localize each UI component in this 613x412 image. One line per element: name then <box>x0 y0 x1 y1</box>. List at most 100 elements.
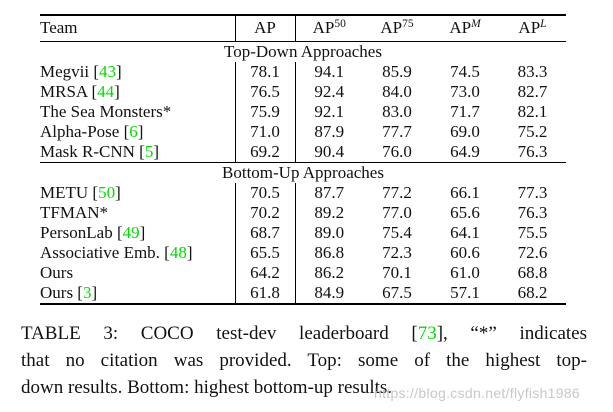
metric-cell: 76.3 <box>517 202 548 222</box>
metric-cell: 76.3 <box>517 141 548 161</box>
team-cell: Ours <box>40 262 74 282</box>
metric-cell: 84.9 <box>314 282 345 302</box>
metric-cell: 70.5 <box>234 182 296 203</box>
caption-line-2: that no citation was provided. Top: some… <box>21 350 587 371</box>
metric-cell: 64.2 <box>234 262 296 283</box>
team-cell: METU [50] <box>40 182 121 202</box>
caption-line-3: down results. Bottom: highest bottom-up … <box>21 377 393 398</box>
metric-cell: 64.1 <box>450 222 480 242</box>
metric-cell: 61.0 <box>450 262 480 282</box>
col-header-superscript: M <box>471 18 481 31</box>
team-cell: Megvii [43] <box>40 61 122 81</box>
caption-text-post: ], “*” indicates <box>436 323 587 344</box>
table-row: Megvii [43] 78.1 94.1 85.9 74.5 83.3 <box>40 61 566 82</box>
metric-cell: 92.4 <box>314 81 345 101</box>
team-cell: Alpha-Pose [6] <box>40 121 144 141</box>
table-row: MRSA [44] 76.5 92.4 84.0 73.0 82.7 <box>40 81 566 102</box>
citation-number: 44 <box>97 81 115 101</box>
metric-cell: 65.6 <box>450 202 480 222</box>
citation-number: 49 <box>122 222 140 242</box>
metric-cell: 73.0 <box>450 81 480 101</box>
citation-number: 6 <box>129 121 138 141</box>
metric-cell: 74.5 <box>450 61 480 81</box>
metric-cell: 77.3 <box>517 182 548 202</box>
col-header-ap50: AP50 <box>295 15 363 42</box>
metric-cell: 77.0 <box>382 202 412 222</box>
metric-cell: 90.4 <box>314 141 345 161</box>
metric-cell: 86.2 <box>314 262 345 282</box>
metric-cell: 87.9 <box>314 121 345 141</box>
table-row: Ours [3] 61.8 84.9 67.5 57.1 68.2 <box>40 282 566 304</box>
metric-cell: 84.0 <box>382 81 412 101</box>
team-cell: Mask R-CNN [5] <box>40 141 160 161</box>
col-header-apl: APL <box>499 15 566 42</box>
metric-cell: 67.5 <box>382 282 412 302</box>
col-header-superscript: 50 <box>334 18 346 31</box>
section-title: Top-Down Approaches <box>224 41 382 61</box>
metric-cell: 83.0 <box>382 101 412 121</box>
metric-cell: 64.9 <box>450 141 480 161</box>
metric-cell: 68.2 <box>517 282 548 302</box>
metric-cell: 70.1 <box>382 262 412 282</box>
caption-citation: 73 <box>417 323 437 344</box>
metric-cell: 85.9 <box>382 61 412 81</box>
metric-cell: 77.2 <box>382 182 412 202</box>
metric-cell: 70.2 <box>234 202 296 223</box>
citation-number: 48 <box>169 242 187 262</box>
section-row: Bottom-Up Approaches <box>40 161 566 183</box>
caption-line-1: TABLE 3: COCO test-dev leaderboard [73],… <box>21 320 587 347</box>
metric-cell: 82.1 <box>517 101 548 121</box>
metric-cell: 71.7 <box>450 101 480 121</box>
table-caption: TABLE 3: COCO test-dev leaderboard [73],… <box>21 320 587 401</box>
table-row: TFMAN* 70.2 89.2 77.0 65.6 76.3 <box>40 202 566 223</box>
metric-cell: 75.4 <box>382 222 412 242</box>
table-row: Ours 64.2 86.2 70.1 61.0 68.8 <box>40 262 566 283</box>
col-header-superscript: 75 <box>402 18 414 31</box>
metric-cell: 78.1 <box>234 61 296 82</box>
metric-cell: 75.9 <box>234 101 296 122</box>
metric-cell: 57.1 <box>450 282 480 302</box>
team-cell: Ours [3] <box>40 282 98 302</box>
citation-number: 43 <box>99 61 117 81</box>
col-header-superscript: L <box>540 18 547 31</box>
table-row: Associative Emb. [48] 65.5 86.8 72.3 60.6 72.… <box>40 242 566 263</box>
team-cell: TFMAN* <box>40 202 109 222</box>
watermark: https://blog.csdn.net/flyfish1986 <box>374 385 581 401</box>
citation-number: 3 <box>82 282 92 302</box>
metric-cell: 87.7 <box>314 182 345 202</box>
metric-cell: 65.5 <box>234 242 296 263</box>
table-row: Alpha-Pose [6] 71.0 87.9 77.7 69.0 75.2 <box>40 121 566 142</box>
metric-cell: 61.8 <box>234 282 296 304</box>
metric-cell: 89.0 <box>314 222 345 242</box>
team-cell: MRSA [44] <box>40 81 120 101</box>
col-header-team: Team <box>40 15 235 42</box>
metric-cell: 69.0 <box>450 121 480 141</box>
metric-cell: 66.1 <box>450 182 480 202</box>
table-row: METU [50] 70.5 87.7 77.2 66.1 77.3 <box>40 182 566 203</box>
citation-number: 5 <box>144 141 154 161</box>
team-cell: The Sea Monsters* <box>40 101 172 121</box>
table-body: Top-Down Approaches Megvii [43] 78.1 94.1 85… <box>40 41 566 304</box>
table-header: Team AP AP50 AP75 APM APL <box>40 15 566 42</box>
metric-cell: 83.3 <box>517 61 548 81</box>
team-cell: Associative Emb. [48] <box>40 242 193 262</box>
metric-cell: 77.7 <box>382 121 412 141</box>
citation-number: 50 <box>98 182 116 202</box>
metric-cell: 71.0 <box>234 121 296 142</box>
col-header-ap: AP <box>234 15 296 42</box>
metric-cell: 82.7 <box>517 81 548 101</box>
metric-cell: 68.7 <box>234 222 296 243</box>
section-row: Top-Down Approaches <box>40 41 566 62</box>
metric-cell: 94.1 <box>314 61 345 81</box>
caption-text-pre: TABLE 3: COCO test-dev leaderboard [ <box>21 323 418 344</box>
leaderboard-table: Team AP AP50 AP75 APM APL Top-Down Approaches… <box>40 14 566 305</box>
table-row: PersonLab [49] 68.7 89.0 75.4 64.1 75.5 <box>40 222 566 243</box>
section-title: Bottom-Up Approaches <box>40 161 566 183</box>
metric-cell: 69.2 <box>234 141 296 162</box>
metric-cell: 76.5 <box>234 81 296 102</box>
team-cell: PersonLab [49] <box>40 222 146 242</box>
metric-cell: 68.8 <box>517 262 548 282</box>
metric-cell: 72.6 <box>517 242 548 262</box>
metric-cell: 86.8 <box>314 242 345 262</box>
